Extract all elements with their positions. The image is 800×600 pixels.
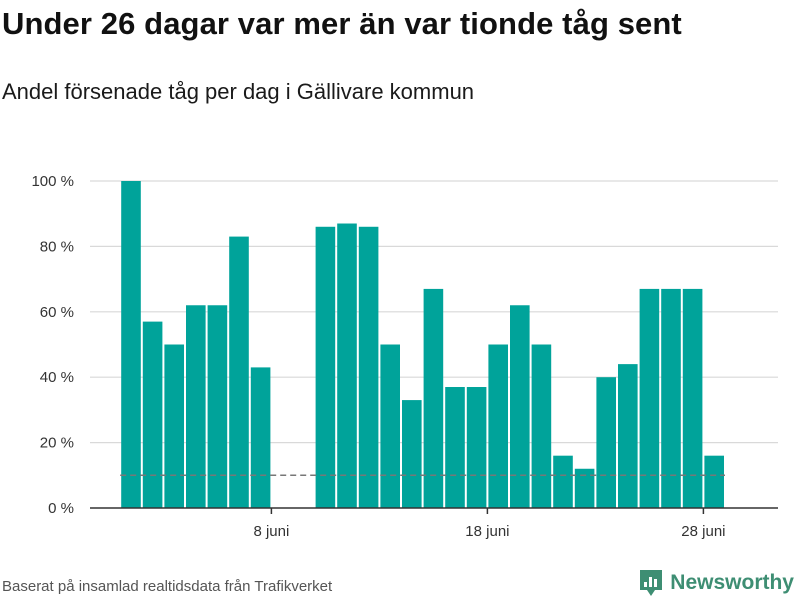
y-tick-label: 100 % xyxy=(31,173,74,190)
bar xyxy=(682,288,703,508)
y-tick-label: 60 % xyxy=(40,304,74,321)
bar xyxy=(466,387,487,508)
bar-chart: 0 % 20 % 40 % 60 % 80 % 100 % 8 juni 18 juni 28 … xyxy=(31,173,778,540)
bar xyxy=(488,344,508,508)
bar xyxy=(661,288,681,508)
bar xyxy=(186,305,206,508)
bar xyxy=(229,236,249,508)
chart-subtitle: Andel försenade tåg per dag i Gällivare … xyxy=(2,79,475,104)
axes: 0 % 20 % 40 % 60 % 80 % 100 % 8 juni 18 juni 28 … xyxy=(31,173,778,540)
bar xyxy=(618,364,638,508)
bar xyxy=(358,226,379,508)
bar xyxy=(142,321,163,508)
x-tick-label: 18 juni xyxy=(465,523,509,540)
y-tick-label: 40 % xyxy=(40,369,74,386)
bar xyxy=(315,226,336,508)
newsworthy-logo-icon xyxy=(640,570,663,596)
y-tick-label: 20 % xyxy=(40,435,74,452)
bar xyxy=(207,305,228,508)
bar xyxy=(423,288,444,508)
bar xyxy=(402,400,422,508)
y-tick-label: 80 % xyxy=(40,238,74,255)
bars xyxy=(121,181,724,508)
bar xyxy=(553,455,573,508)
bar xyxy=(164,344,184,508)
bar xyxy=(574,468,595,508)
bar xyxy=(704,455,724,508)
brand-name: Newsworthy xyxy=(670,571,794,594)
bar xyxy=(250,367,271,508)
brand: Newsworthy xyxy=(638,568,794,598)
x-tick-label: 8 juni xyxy=(253,523,289,540)
bar xyxy=(337,223,357,508)
bar xyxy=(531,344,552,508)
x-tick-label: 28 juni xyxy=(681,523,725,540)
bar xyxy=(380,344,400,508)
bar xyxy=(121,181,141,508)
chart-title: Under 26 dagar var mer än var tionde tåg… xyxy=(2,6,682,41)
bar xyxy=(445,387,465,508)
source-note: Baserat på insamlad realtidsdata från Tr… xyxy=(2,578,333,595)
bar xyxy=(639,288,660,508)
y-tick-label: 0 % xyxy=(48,500,74,517)
bar xyxy=(596,377,616,508)
bar xyxy=(510,305,530,508)
